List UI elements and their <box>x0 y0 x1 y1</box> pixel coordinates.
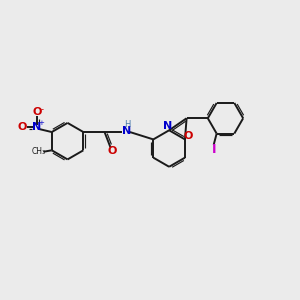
Text: O: O <box>107 146 117 156</box>
Text: +: + <box>38 120 44 126</box>
Text: O: O <box>17 122 27 132</box>
Text: N: N <box>122 126 132 136</box>
Text: I: I <box>212 143 216 156</box>
Text: H: H <box>124 120 130 129</box>
Text: N: N <box>32 122 42 132</box>
Text: N: N <box>163 121 172 130</box>
Text: O: O <box>32 107 42 117</box>
Text: CH₃: CH₃ <box>32 147 46 156</box>
Text: O: O <box>183 131 193 141</box>
Text: -: - <box>40 105 43 114</box>
